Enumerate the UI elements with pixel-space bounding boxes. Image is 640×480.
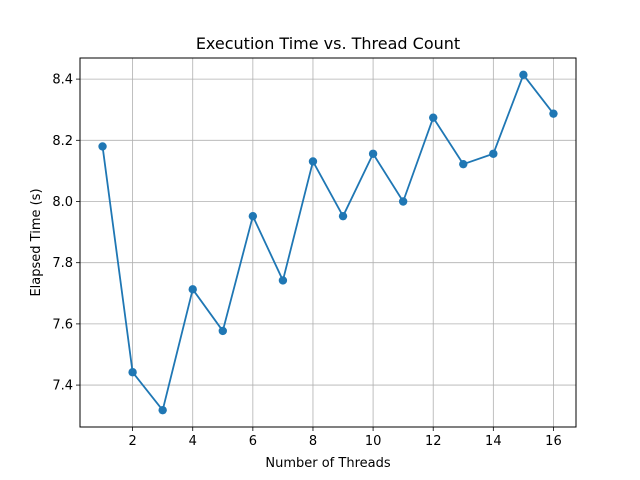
x-tick-label: 14: [485, 434, 502, 449]
y-tick-label: 7.4: [52, 379, 73, 394]
series-line: [101, 73, 555, 412]
y-tick-label: 7.6: [52, 317, 73, 332]
y-tick-label: 8.4: [52, 73, 73, 88]
x-tick-label: 16: [545, 434, 562, 449]
y-axis-label: Elapsed Time (s): [29, 188, 44, 296]
data-point: [278, 276, 288, 285]
x-tick-label: 8: [309, 434, 317, 449]
y-tick-label: 8.0: [52, 195, 73, 210]
chart-title: Execution Time vs. Thread Count: [196, 34, 460, 53]
data-point: [489, 149, 498, 158]
y-tick-label: 8.2: [52, 134, 73, 149]
data-point: [98, 142, 107, 151]
plot-area-frame: [79, 57, 577, 428]
x-tick-label: 10: [365, 434, 382, 449]
data-point: [218, 326, 227, 336]
data-point: [429, 113, 438, 122]
x-tick-label: 6: [249, 434, 257, 449]
x-tick-label: 2: [128, 434, 136, 449]
data-point: [549, 109, 558, 118]
x-tick-label: 12: [425, 434, 442, 449]
x-tick-label: 4: [189, 434, 197, 449]
data-point: [248, 211, 258, 221]
data-point: [398, 197, 408, 206]
data-point: [188, 285, 197, 294]
y-tick-label: 7.8: [52, 256, 73, 271]
data-point: [308, 157, 318, 166]
data-point: [128, 368, 137, 377]
series-elapsed-time: [98, 70, 558, 415]
data-point: [158, 405, 167, 415]
data-point: [338, 211, 348, 221]
x-axis-label: Number of Threads: [265, 456, 390, 471]
data-point: [459, 159, 468, 169]
axis-ticks: 2 4 6 8 10 12 14 16 7.4 7.6 7.8 8.0 8.2 8.4: [52, 73, 561, 449]
data-point: [519, 70, 528, 80]
data-point: [368, 149, 378, 158]
